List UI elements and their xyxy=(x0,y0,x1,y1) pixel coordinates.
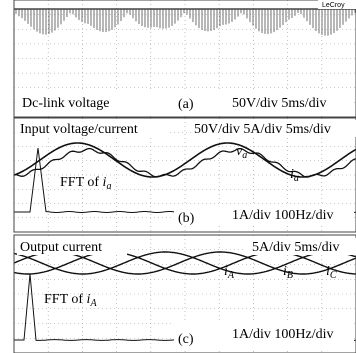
caption: Dc-link voltage xyxy=(22,96,109,111)
scale: 50V/div 5ms/div xyxy=(232,96,327,111)
figure: LeCroy Dc-link voltage (a) 50V/div 5ms/d… xyxy=(0,0,356,353)
subscript: B xyxy=(287,270,293,281)
scale: 5A/div 5ms/div xyxy=(252,240,340,255)
subscript: C xyxy=(330,270,337,281)
subscript: A xyxy=(89,298,97,309)
brand: LeCroy xyxy=(322,2,345,9)
label: va xyxy=(236,144,247,161)
label: iB xyxy=(283,264,293,281)
scale: 50V/div 5A/div 5ms/div xyxy=(194,122,331,137)
tag: (a) xyxy=(178,97,194,112)
caption: Input voltage/current xyxy=(20,122,138,137)
waveform xyxy=(14,143,356,177)
scale: 1A/div 100Hz/div xyxy=(232,208,334,223)
subscript: a xyxy=(294,173,299,184)
subscript: a xyxy=(242,150,247,161)
scale: 1A/div 100Hz/div xyxy=(232,327,334,342)
label: iA xyxy=(224,264,235,281)
text: FFT of xyxy=(60,175,103,190)
fft-label: FFT of ia xyxy=(60,175,111,192)
page: LeCroy Dc-link voltage (a) 50V/div 5ms/d… xyxy=(0,0,356,353)
tag: (b) xyxy=(178,211,195,226)
tag: (c) xyxy=(178,332,194,347)
text: FFT of xyxy=(44,292,87,307)
subscript: a xyxy=(106,181,111,192)
label: ia xyxy=(290,167,299,184)
subscript: A xyxy=(227,270,235,281)
fft-label: FFT of iA xyxy=(44,292,97,309)
caption: Output current xyxy=(20,240,102,255)
